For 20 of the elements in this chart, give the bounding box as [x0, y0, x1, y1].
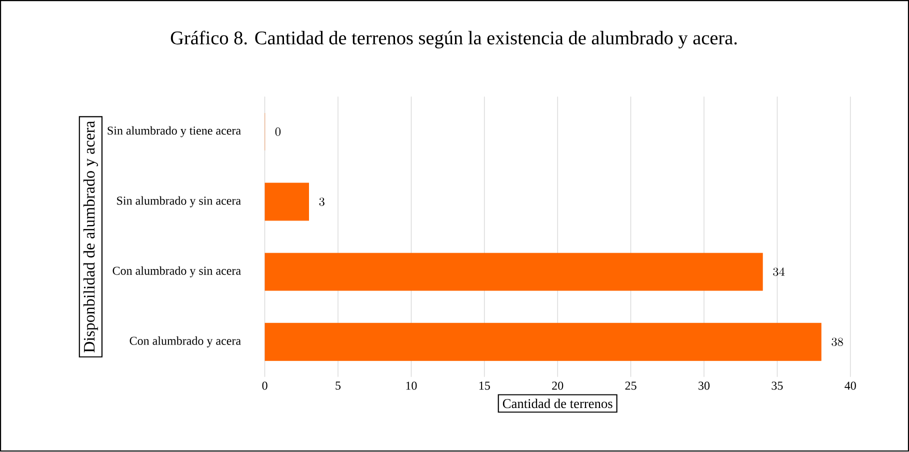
data-label: 38 — [832, 338, 843, 346]
y-tick-label: Con alumbrado y acera — [130, 336, 241, 348]
x-tick-label: 25 — [625, 382, 636, 390]
x-tick-label: 35 — [772, 382, 783, 390]
y-tick-label: Sin alumbrado y sin acera — [117, 196, 241, 208]
x-tick-label: 20 — [552, 382, 564, 390]
x-tick-label: 40 — [844, 382, 856, 390]
data-label: 0 — [275, 128, 281, 136]
y-tick-label: Sin alumbrado y tiene acera — [108, 126, 241, 138]
y-axis-title: Disponbilidad de alumbrado y acera — [83, 121, 98, 353]
x-tick-label: 0 — [262, 382, 268, 390]
data-label: 34 — [773, 268, 785, 276]
chart-title: Gráfico 8. Cantidad de terrenos según la existencia de alumbrado y acera. — [170, 30, 737, 49]
x-tick-label: 15 — [479, 382, 490, 390]
x-tick-label: 30 — [698, 382, 710, 390]
data-label: 3 — [319, 198, 324, 206]
x-tick-label: 5 — [336, 382, 341, 390]
x-tick-label: 10 — [406, 382, 417, 390]
x-axis-title: Cantidad de terrenos — [502, 398, 612, 408]
y-tick-label: Con alumbrado y sin acera — [112, 266, 241, 278]
